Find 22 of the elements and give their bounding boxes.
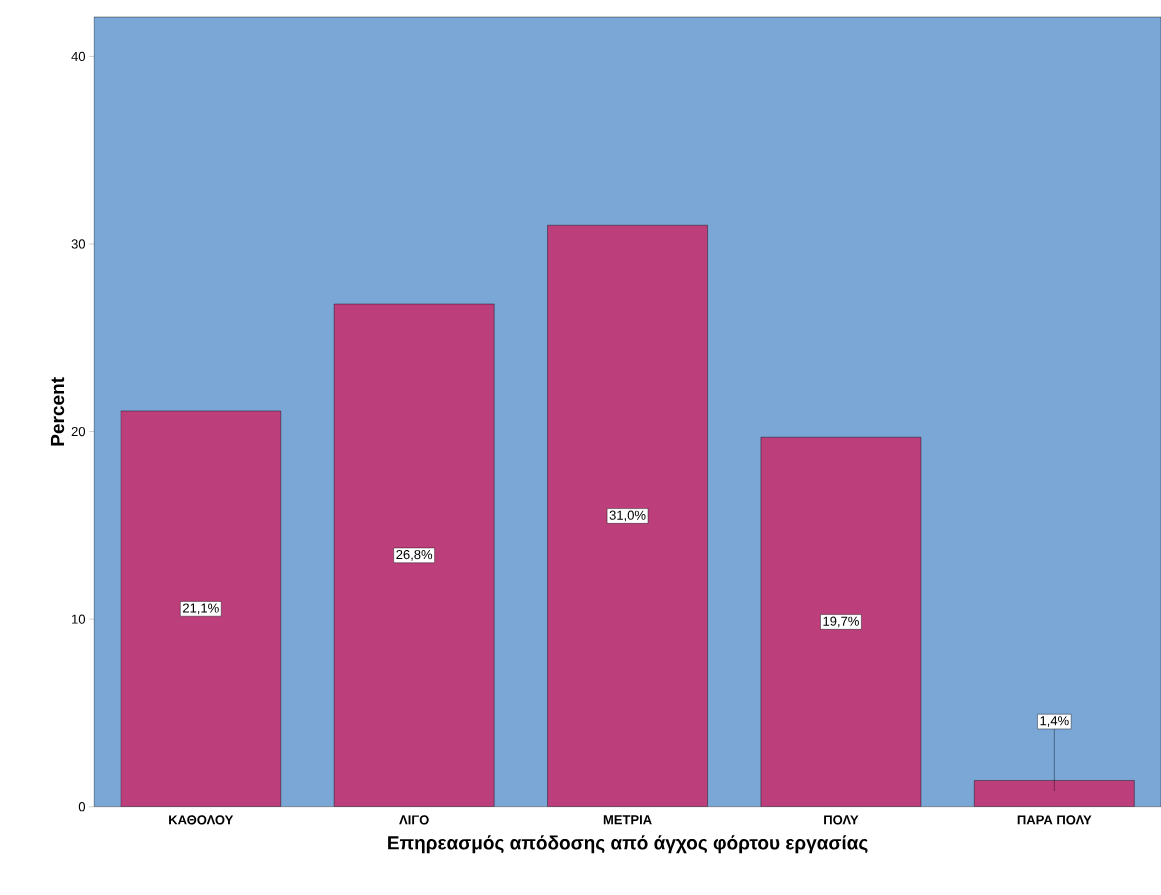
data-label: 21,1% (182, 603, 219, 615)
data-label: 19,7% (823, 616, 859, 628)
data-label: 31,0% (609, 510, 646, 522)
data-label: 26,8% (396, 550, 433, 561)
x-tick-label: ΛΙΓΟ (399, 815, 429, 825)
bar (974, 780, 1135, 807)
bar (333, 303, 495, 807)
x-tick-label: ΠΑΡΑ ΠΟΛΥ (1017, 815, 1092, 825)
y-tick-label: 20 (71, 427, 86, 437)
y-tick-label: 40 (71, 51, 86, 62)
y-axis-title: Percent (50, 377, 65, 446)
x-tick-label: ΚΑΘΟΛΟΥ (169, 815, 234, 825)
bar (120, 410, 281, 807)
x-tick-label: ΠΟΛΥ (824, 815, 859, 825)
y-tick-label: 10 (72, 614, 86, 624)
x-tick-label: ΜΕΤΡΙΑ (603, 815, 652, 825)
bar (760, 437, 921, 807)
x-axis-title: Επηρεασμός απόδοσης από άγχος φόρτου εργασίας (388, 835, 868, 854)
bar (547, 225, 708, 807)
data-label: 1,4% (1040, 716, 1069, 728)
y-tick-label: 0 (78, 802, 86, 812)
y-tick-label: 30 (71, 239, 86, 249)
